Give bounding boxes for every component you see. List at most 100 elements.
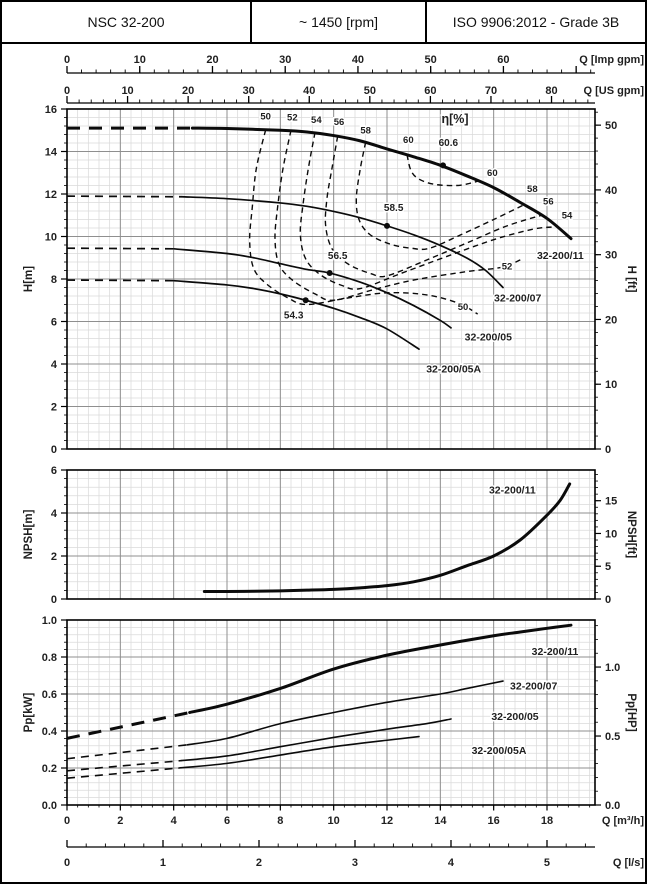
- axis-m3h: 0 2 4 6 8 10 12 14 16 18 Q [m³/h]: [64, 805, 644, 827]
- curve-32-200/05A: [178, 735, 420, 769]
- npsh-chart: 0 2 4 6 0 5 10 15 NPSH[m] NPSH[ft] 32-200/11: [23, 465, 637, 606]
- svg-text:12: 12: [381, 815, 393, 827]
- curve-32-200/11: [188, 623, 573, 714]
- svg-text:1.0: 1.0: [42, 615, 57, 627]
- svg-text:0.8: 0.8: [42, 652, 57, 664]
- svg-text:8: 8: [277, 815, 283, 827]
- svg-text:60: 60: [497, 54, 509, 66]
- svg-text:16: 16: [45, 104, 57, 116]
- svg-text:15: 15: [605, 496, 617, 508]
- curve-32-200/05: [180, 718, 452, 762]
- curve-32-200/11: [202, 482, 572, 593]
- svg-text:18: 18: [541, 815, 553, 827]
- efficiency-contour-52: [274, 130, 521, 302]
- svg-text:80: 80: [545, 85, 557, 97]
- efficiency-label-54: 54: [562, 210, 573, 221]
- axis-title-imp-gpm: Q [Imp gpm]: [579, 54, 644, 66]
- svg-text:0: 0: [51, 594, 57, 606]
- axis-title-ls: Q [l/s]: [613, 857, 645, 869]
- bep-label-56.5: 56.5: [328, 251, 348, 262]
- curve-dashed-32-200/05A: [66, 767, 180, 779]
- svg-text:20: 20: [605, 314, 617, 326]
- bep-point-56.5: [326, 270, 333, 277]
- svg-text:Pp[kW]: Pp[kW]: [23, 693, 35, 733]
- svg-text:0: 0: [64, 85, 70, 97]
- svg-text:50: 50: [425, 54, 437, 66]
- curve-dashed-32-200/07: [66, 744, 188, 760]
- svg-text:0: 0: [64, 857, 70, 869]
- axis-title-us-gpm: Q [US gpm]: [584, 85, 645, 97]
- axis-title-m3h: Q [m³/h]: [602, 815, 644, 827]
- efficiency-label-60: 60: [403, 135, 414, 146]
- svg-text:0: 0: [51, 444, 57, 456]
- efficiency-axis-title: η[%]: [441, 112, 468, 126]
- efficiency-contour-50: [248, 129, 479, 315]
- svg-text:0: 0: [64, 54, 70, 66]
- svg-text:0.0: 0.0: [605, 800, 620, 812]
- svg-text:0.5: 0.5: [605, 731, 620, 743]
- svg-text:2: 2: [51, 551, 57, 563]
- efficiency-label-58: 58: [360, 125, 371, 136]
- efficiency-label-60: 60: [487, 168, 498, 179]
- curve-label-32-200/07: 32-200/07: [510, 680, 557, 692]
- svg-text:20: 20: [206, 54, 218, 66]
- bep-label-60.6: 60.6: [439, 138, 459, 149]
- bep-point-60.6: [440, 162, 446, 169]
- svg-text:12: 12: [45, 189, 57, 201]
- svg-text:5: 5: [605, 561, 611, 573]
- svg-text:40: 40: [303, 85, 315, 97]
- axis-us-gpm: 0 10 20 30 40 50 60 70 80 Q [US gpm]: [64, 85, 645, 104]
- efficiency-label-58: 58: [527, 184, 538, 195]
- curve-dashed-32-200/05: [66, 247, 174, 250]
- svg-text:2: 2: [256, 857, 262, 869]
- curve-label-32-200/05: 32-200/05: [465, 332, 512, 344]
- svg-text:4: 4: [51, 508, 58, 520]
- pump-speed: ~ 1450 [rpm]: [250, 2, 425, 42]
- svg-text:40: 40: [352, 54, 364, 66]
- svg-text:14: 14: [45, 147, 58, 159]
- head-chart: 0 2 4 6 8 10 12 14 16 0 10 20 30 40 50 H[m] H [ft] 32-200…: [23, 104, 637, 456]
- efficiency-label-54: 54: [311, 115, 322, 126]
- pump-model: NSC 32-200: [87, 14, 165, 30]
- curve-dashed-32-200/05: [66, 759, 182, 772]
- bep-point-58.5: [384, 222, 390, 229]
- curve-label-32-200/05A: 32-200/05A: [472, 745, 527, 757]
- svg-text:0: 0: [605, 444, 611, 456]
- svg-text:50: 50: [605, 120, 617, 132]
- efficiency-contour-60: [406, 154, 480, 187]
- efficiency-label-50: 50: [260, 112, 271, 123]
- svg-text:70: 70: [485, 85, 497, 97]
- axis-imp-gpm: 0 10 20 30 40 50 60 Q [Imp gpm]: [64, 54, 644, 74]
- bep-label-58.5: 58.5: [384, 203, 404, 214]
- curve-32-200/11: [190, 126, 573, 241]
- svg-text:5: 5: [544, 857, 550, 869]
- efficiency-label-56: 56: [543, 197, 554, 208]
- svg-text:20: 20: [182, 85, 194, 97]
- svg-text:H[m]: H[m]: [23, 266, 35, 292]
- bep-label-54.3: 54.3: [284, 310, 304, 321]
- efficiency-contour-58: [355, 142, 525, 251]
- svg-text:6: 6: [51, 317, 57, 329]
- efficiency-label-52: 52: [287, 113, 298, 124]
- svg-text:2: 2: [117, 815, 123, 827]
- bep-point-54.3: [302, 297, 309, 304]
- svg-text:10: 10: [328, 815, 340, 827]
- svg-text:4: 4: [448, 857, 455, 869]
- svg-text:NPSH[m]: NPSH[m]: [23, 509, 35, 559]
- svg-text:0.2: 0.2: [42, 763, 57, 775]
- svg-text:4: 4: [171, 815, 178, 827]
- svg-text:30: 30: [279, 54, 291, 66]
- svg-text:10: 10: [605, 528, 617, 540]
- svg-text:3: 3: [352, 857, 358, 869]
- curve-dashed-32-200/05A: [66, 279, 174, 282]
- curve-32-200/07: [186, 680, 504, 746]
- efficiency-contour-54: [299, 132, 556, 290]
- curve-label-32-200/11: 32-200/11: [489, 485, 536, 497]
- svg-text:10: 10: [121, 85, 133, 97]
- svg-text:Pp[HP]: Pp[HP]: [625, 693, 637, 732]
- svg-text:0.0: 0.0: [42, 800, 57, 812]
- power-chart: 0.0 0.2 0.4 0.6 0.8 1.0 0.0 0.5 1.0 Pp[kW] Pp[HP] 3…: [23, 615, 637, 812]
- svg-text:50: 50: [364, 85, 376, 97]
